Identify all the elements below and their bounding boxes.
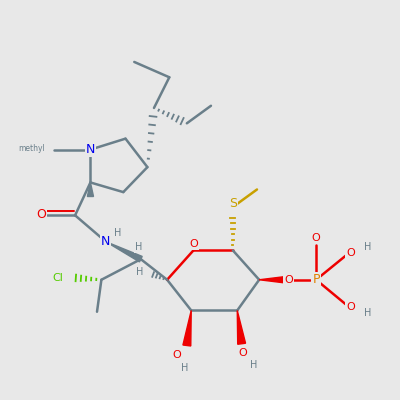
Text: H: H (181, 363, 188, 373)
Polygon shape (259, 276, 288, 283)
Polygon shape (237, 310, 246, 344)
Text: H: H (136, 267, 144, 277)
Text: N: N (101, 235, 110, 248)
Text: H: H (114, 228, 122, 238)
Text: O: O (189, 239, 198, 249)
Text: H: H (364, 308, 372, 318)
Text: H: H (250, 360, 258, 370)
Polygon shape (106, 242, 142, 262)
Text: O: O (312, 233, 320, 243)
Text: N: N (86, 143, 95, 156)
Text: Cl: Cl (52, 272, 63, 282)
Text: H: H (135, 242, 142, 252)
Text: S: S (229, 197, 237, 210)
Text: O: O (284, 275, 293, 285)
Text: O: O (173, 350, 182, 360)
Text: methyl: methyl (18, 144, 45, 153)
Text: O: O (36, 208, 46, 221)
Text: H: H (364, 242, 372, 252)
Text: P: P (312, 273, 320, 286)
Polygon shape (87, 182, 94, 196)
Polygon shape (183, 310, 191, 346)
Text: O: O (346, 248, 355, 258)
Text: O: O (238, 348, 247, 358)
Text: O: O (346, 302, 355, 312)
